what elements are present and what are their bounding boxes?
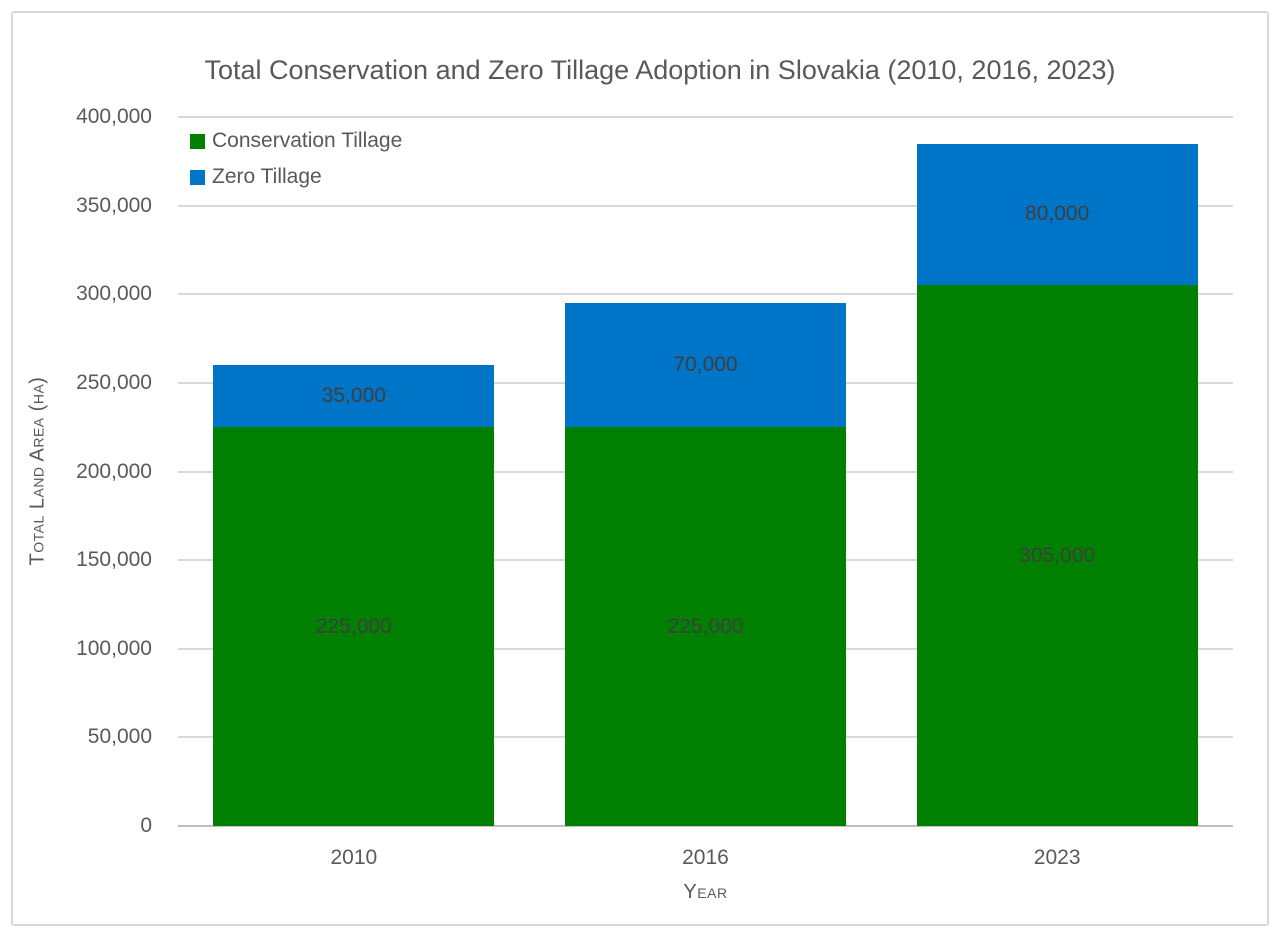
y-tick-label: 50,000 (87, 725, 152, 749)
plot-area: 225,000 35,000 225,000 70,000 305,000 80,000 (178, 116, 1233, 827)
data-label: 225,000 (315, 614, 392, 638)
gridline (178, 204, 1233, 207)
chart-title: Total Conservation and Zero Tillage Adop… (204, 55, 1116, 85)
y-tick-label: 0 (140, 814, 152, 837)
bar-segment-conservation-tillage-2016: 225,000 (565, 427, 846, 826)
legend: Conservation Tillage Zero Tillage (190, 129, 402, 189)
bar-segment-conservation-tillage-2023: 305,000 (916, 285, 1198, 826)
data-label: 305,000 (1019, 543, 1096, 567)
x-tick-label: 2023 (1033, 846, 1081, 869)
legend-swatch-blue-icon (190, 169, 205, 185)
x-tick-label: 2010 (330, 846, 378, 869)
y-tick-label: 400,000 (76, 105, 152, 128)
y-tick-label: 350,000 (76, 193, 152, 217)
data-label: 35,000 (321, 384, 386, 408)
bar-segment-zero-tillage-2016: 70,000 (565, 303, 846, 428)
data-label: 80,000 (1025, 202, 1090, 226)
legend-item-zero-tillage: Zero Tillage (190, 165, 402, 189)
legend-label: Zero Tillage (212, 165, 322, 188)
legend-label: Conservation Tillage (212, 129, 403, 152)
gridline (178, 293, 1233, 296)
bar-segment-zero-tillage-2023: 80,000 (916, 143, 1198, 286)
y-tick-label: 150,000 (76, 548, 152, 572)
x-tick-label: 2016 (682, 846, 729, 869)
x-axis-line (178, 825, 1233, 827)
chart-outer-border (11, 11, 1269, 926)
legend-swatch-green-icon (190, 133, 205, 149)
data-label: 225,000 (667, 614, 744, 638)
y-tick-label: 200,000 (76, 459, 152, 483)
legend-item-conservation-tillage: Conservation Tillage (190, 129, 402, 153)
x-axis-title: Year (683, 881, 728, 903)
y-tick-label: 250,000 (76, 370, 152, 394)
gridline (178, 116, 1233, 118)
bar-segment-zero-tillage-2010: 35,000 (213, 365, 495, 428)
y-axis-title: Total Land Area (ha) (26, 376, 49, 566)
y-tick-label: 100,000 (76, 636, 152, 660)
y-tick-label: 300,000 (76, 282, 152, 306)
data-label: 70,000 (673, 353, 738, 377)
bar-segment-conservation-tillage-2010: 225,000 (213, 427, 495, 826)
